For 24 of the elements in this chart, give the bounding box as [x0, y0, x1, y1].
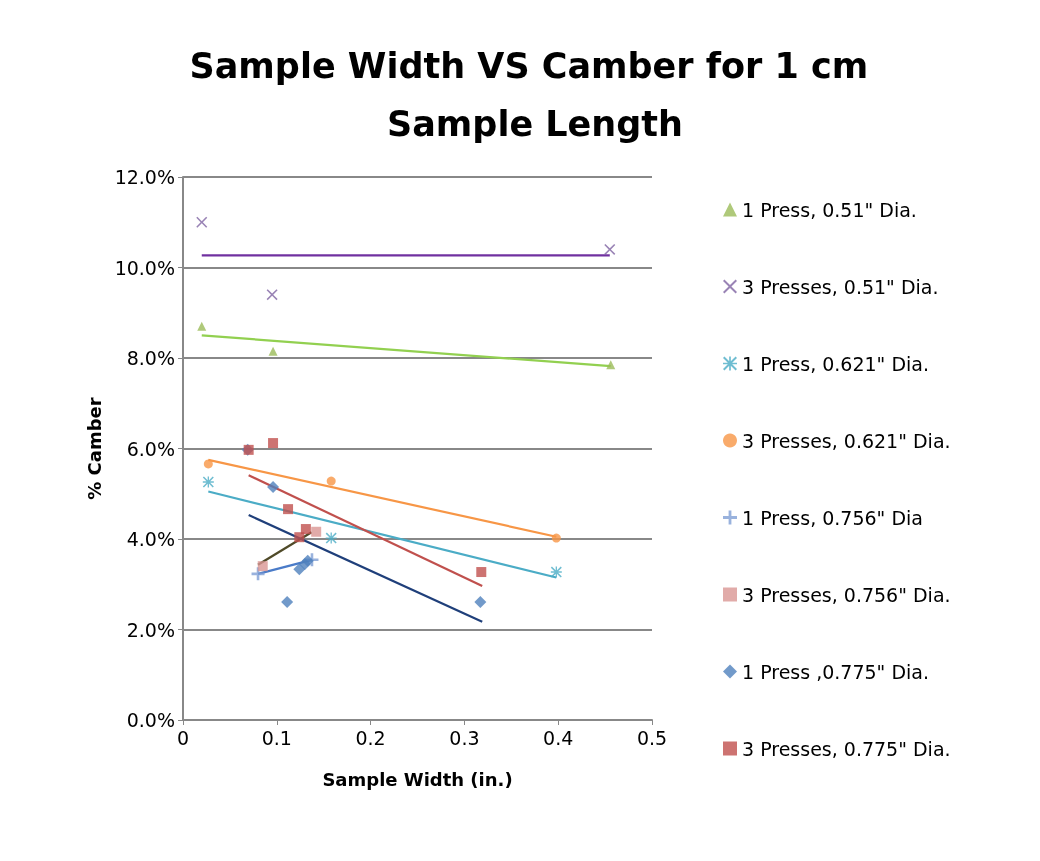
- x-tick-label: 0: [176, 726, 190, 749]
- y-tick-label: 8.0%: [126, 347, 175, 369]
- y-tick-label: 12.0%: [114, 166, 175, 188]
- legend-label: 1 Press, 0.51" Dia.: [742, 198, 917, 221]
- y-tick-label: 6.0%: [126, 437, 175, 460]
- x-tick-label: 0.5: [636, 726, 668, 749]
- legend-label: 1 Press, 0.756" Dia: [742, 506, 923, 529]
- x-tick-label: 0.2: [355, 726, 386, 749]
- x-tick-label: 0.1: [261, 726, 292, 749]
- legend-label: 3 Presses, 0.775" Dia.: [742, 737, 951, 760]
- y-tick-label: 10.0%: [114, 256, 175, 279]
- x-tick-label: 0.4: [543, 726, 574, 749]
- x-tick-label: 0.3: [449, 726, 480, 749]
- legend-label: 3 Presses, 0.621" Dia.: [742, 429, 951, 452]
- legend-label: 1 Press ,0.775" Dia.: [742, 660, 929, 683]
- y-tick-label: 0.0%: [126, 709, 175, 731]
- legend-label: 3 Presses, 0.51" Dia.: [742, 275, 939, 298]
- legend-label: 1 Press, 0.621" Dia.: [742, 352, 929, 375]
- y-tick-label: 4.0%: [126, 528, 175, 550]
- y-tick-label: 2.0%: [126, 618, 175, 641]
- chart-title: Sample Width VS Camber for 1 cm Sample Length: [189, 46, 881, 144]
- y-axis-title: % Camber: [83, 397, 105, 500]
- x-axis-title: Sample Width (in.): [322, 768, 513, 790]
- legend-label: 3 Presses, 0.756" Dia.: [742, 583, 951, 606]
